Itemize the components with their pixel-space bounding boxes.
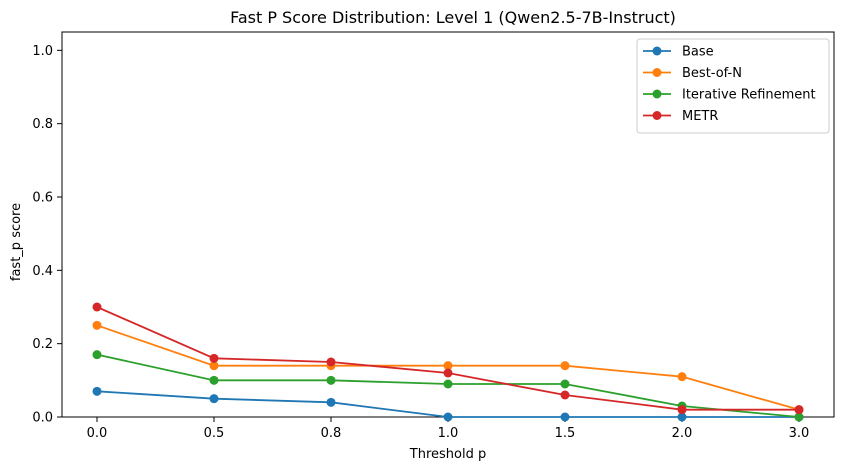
data-point-base: [326, 397, 336, 407]
x-tick-label: 0.0: [87, 426, 108, 441]
data-point-iterative-refinement: [209, 375, 219, 385]
x-axis-label: Threshold p: [409, 447, 486, 462]
plot-area: 0.0 0.5 0.8 1.0 1.5 2.0 3.0 0.0 0.2 0.4 0.6 0.8 1.0 B…: [32, 31, 835, 441]
x-tick-label: 1.5: [555, 426, 576, 441]
data-point-iterative-refinement: [794, 412, 804, 422]
data-point-iterative-refinement: [92, 350, 102, 360]
legend-marker-base: [652, 46, 662, 56]
data-point-iterative-refinement: [326, 375, 336, 385]
x-tick-label: 0.8: [321, 426, 342, 441]
y-tick-label: 0.6: [32, 191, 53, 206]
data-point-base: [209, 394, 219, 404]
y-tick-label: 0.4: [32, 264, 53, 279]
legend-marker-iterative-refinement: [652, 89, 662, 99]
data-point-best-of-n: [92, 320, 102, 330]
legend-label-metr: METR: [682, 109, 718, 124]
data-point-best-of-n: [209, 361, 219, 371]
y-tick-label: 1.0: [32, 44, 53, 59]
data-point-best-of-n: [443, 361, 453, 371]
series-line-metr: [96, 306, 799, 411]
x-tick-label: 1.0: [438, 426, 459, 441]
y-tick-label: 0.2: [32, 337, 53, 352]
data-point-base: [560, 412, 570, 422]
data-point-iterative-refinement: [443, 379, 453, 389]
y-axis-label: fast_p score: [9, 203, 24, 281]
legend-marker-best-of-n: [652, 68, 662, 77]
legend-box: [636, 38, 830, 134]
data-point-metr: [794, 405, 804, 415]
data-point-best-of-n: [560, 361, 570, 371]
y-tick-label: 0.8: [32, 117, 53, 132]
legend-label-iterative-refinement: Iterative Refinement: [682, 88, 816, 103]
data-point-metr: [443, 368, 453, 378]
legend-label-best-of-n: Best-of-N: [682, 66, 742, 81]
data-point-metr: [326, 357, 336, 367]
data-point-base: [92, 386, 102, 396]
data-point-metr: [560, 390, 570, 400]
data-point-base: [677, 412, 687, 422]
x-tick-label: 2.0: [672, 426, 693, 441]
data-point-metr: [209, 353, 219, 363]
legend-label-base: Base: [682, 45, 714, 60]
x-tick-label: 0.5: [204, 426, 225, 441]
y-tick-label: 0.0: [32, 411, 53, 426]
x-tick-label: 3.0: [789, 426, 810, 441]
data-point-metr: [677, 405, 687, 415]
legend-marker-metr: [652, 111, 662, 120]
chart-title: Fast P Score Distribution: Level 1 (Qwen…: [230, 8, 676, 27]
data-point-iterative-refinement: [560, 379, 570, 389]
data-point-best-of-n: [677, 372, 687, 382]
data-point-metr: [92, 302, 102, 312]
data-point-base: [443, 412, 453, 422]
